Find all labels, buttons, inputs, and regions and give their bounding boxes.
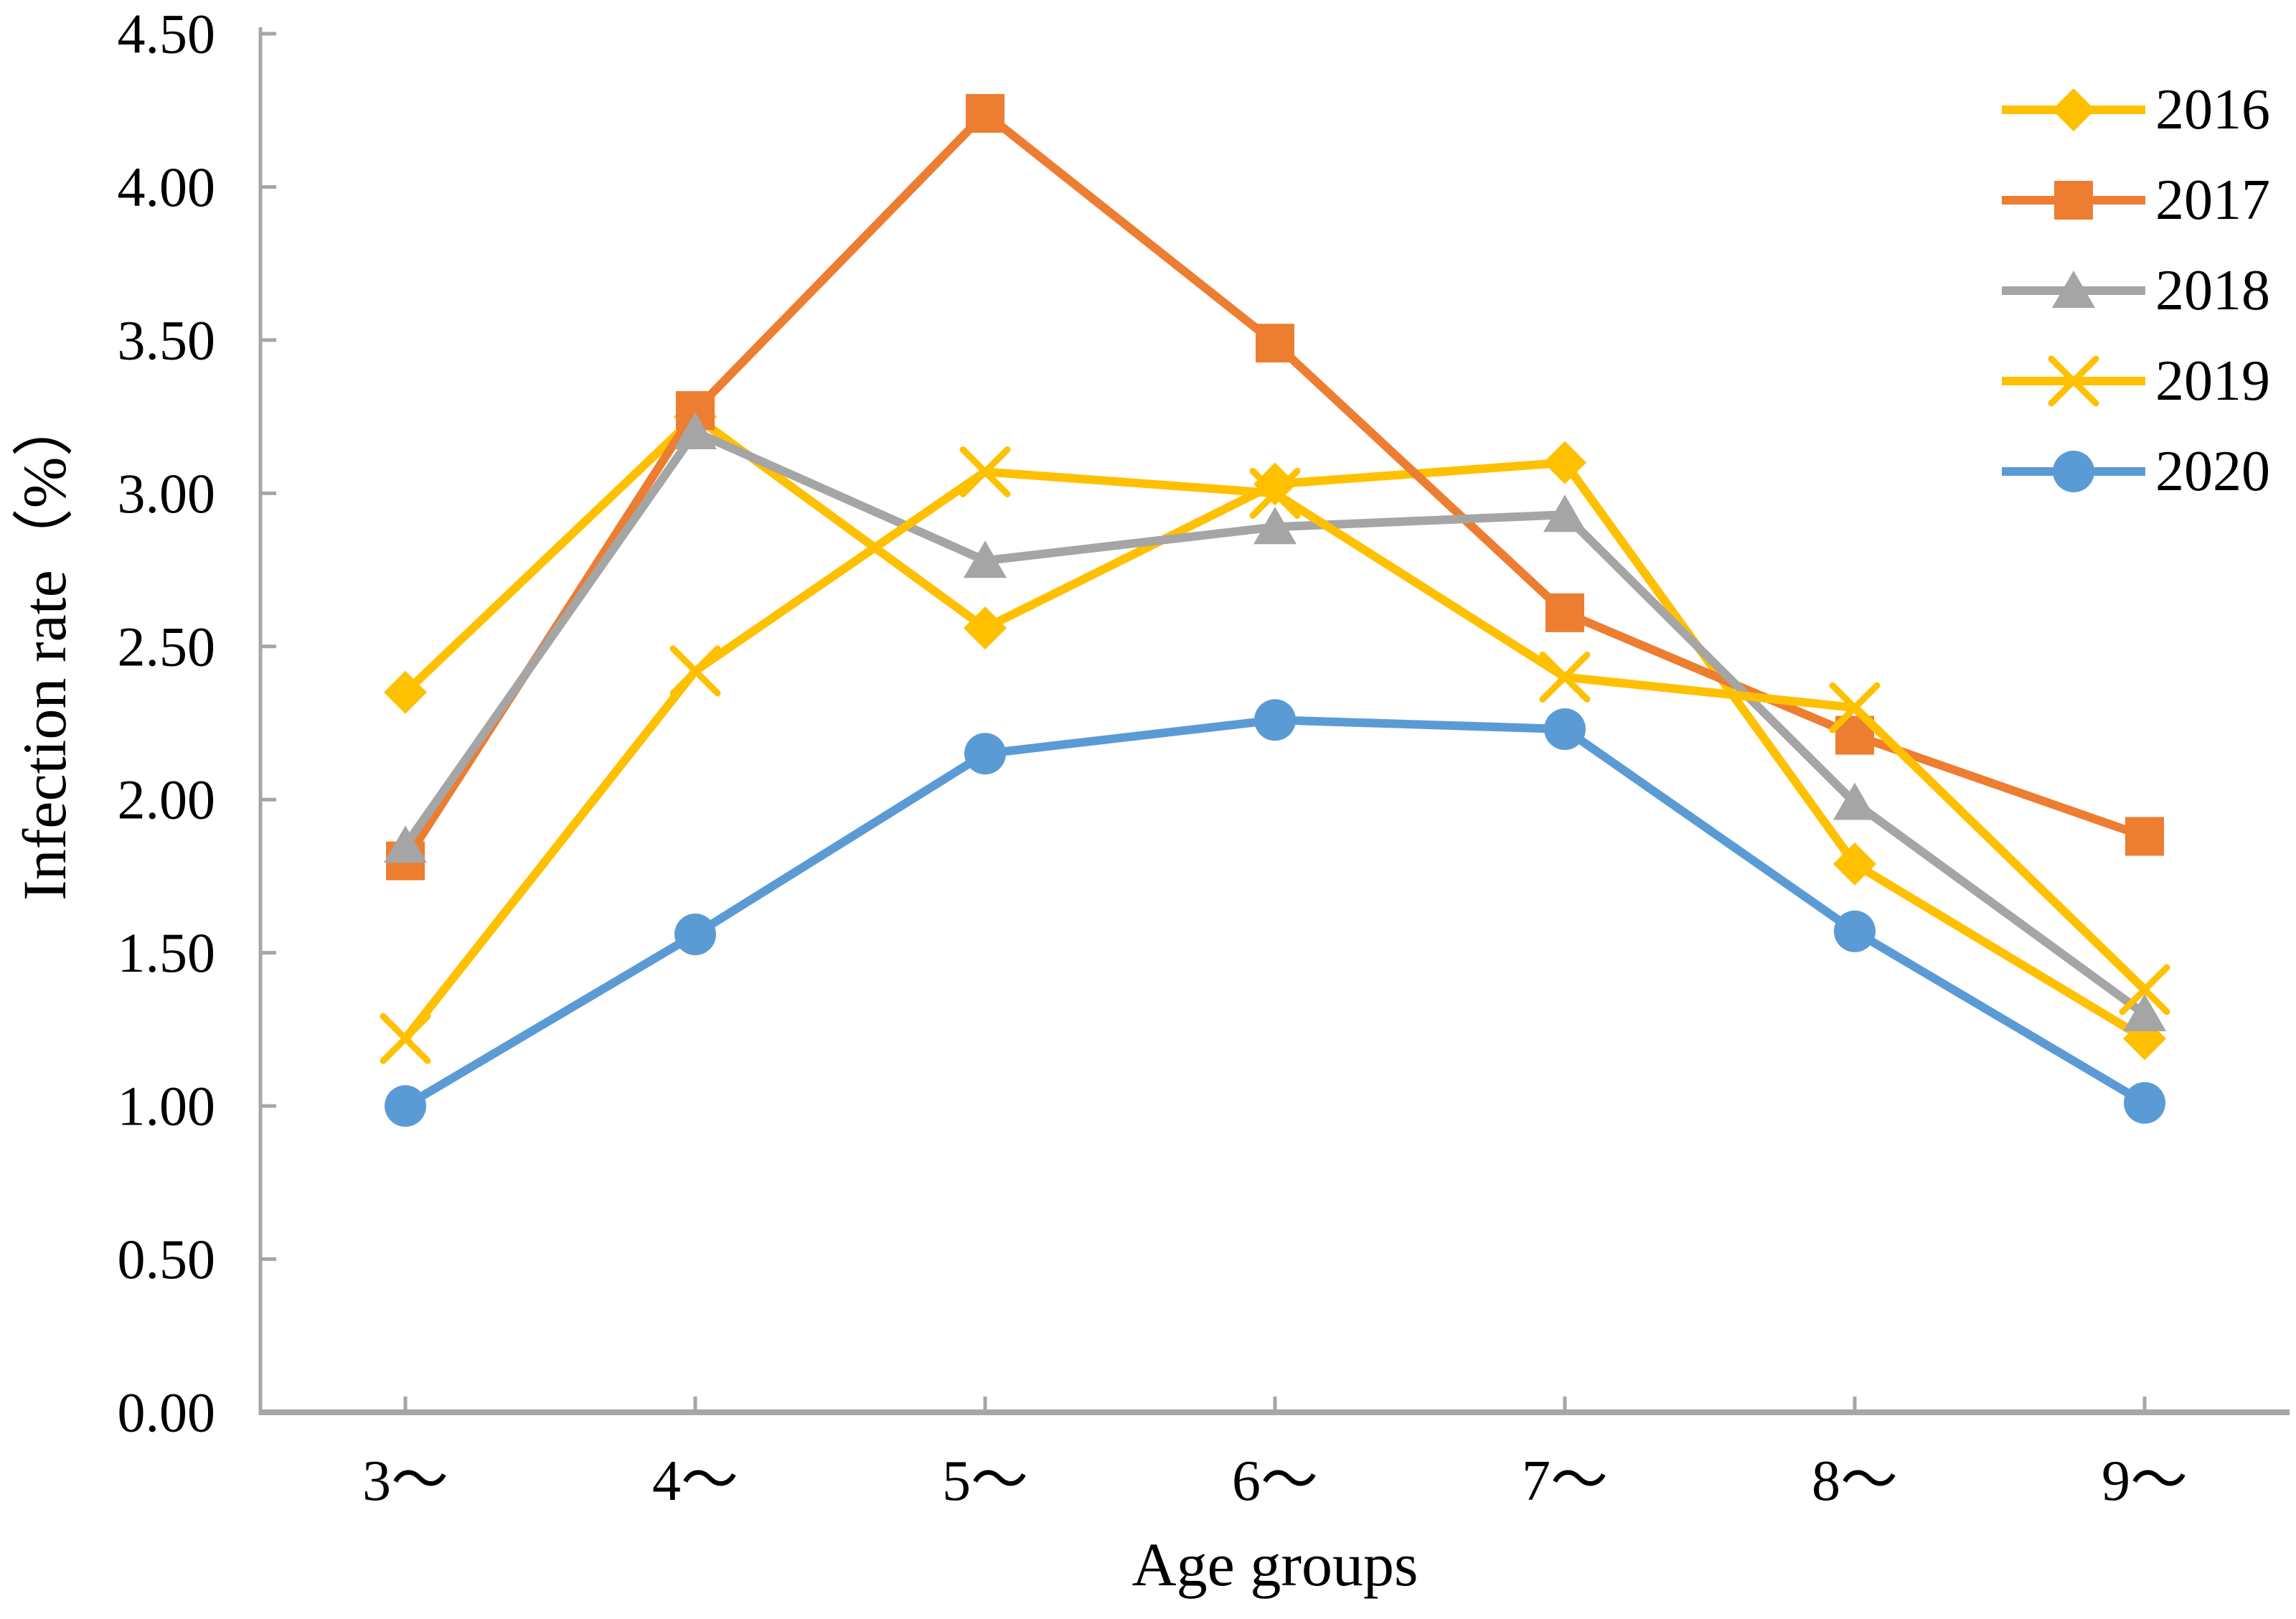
legend-label-2019: 2019: [2155, 349, 2270, 413]
marker-2020-4～: [674, 914, 716, 956]
legend-label-2016: 2016: [2155, 78, 2270, 141]
marker-2019-4～: [669, 645, 721, 697]
marker-2016-3～: [384, 670, 427, 714]
legend-label-2017: 2017: [2155, 169, 2270, 232]
legend-label-2018: 2018: [2155, 259, 2270, 322]
legend-marker-2019: [2048, 355, 2099, 407]
marker-2017-6～: [1256, 324, 1294, 363]
legend-marker-2016: [2052, 88, 2095, 131]
y-tick-label-4.50: 4.50: [118, 3, 216, 65]
legend-item-2018: 2018: [2002, 245, 2270, 336]
legend-key-2016: [2002, 88, 2145, 131]
marker-2020-5～: [964, 733, 1006, 775]
legend-marker-2018: [2052, 271, 2095, 308]
marker-2020-9～: [2124, 1081, 2165, 1124]
marker-2018-3～: [384, 825, 427, 863]
y-tick-label-1.50: 1.50: [118, 921, 216, 984]
marker-2018-9～: [2123, 994, 2166, 1032]
legend-key-2019: [2002, 355, 2145, 407]
y-tick-label-2.00: 2.00: [118, 769, 216, 831]
x-axis-title: Age groups: [1131, 1530, 1418, 1599]
y-tick-label-2.50: 2.50: [118, 615, 216, 677]
marker-2019-5～: [959, 446, 1011, 497]
y-tick-label-3.00: 3.00: [118, 462, 216, 525]
marker-2017-5～: [966, 93, 1004, 133]
marker-2017-9～: [2125, 817, 2164, 856]
marker-2020-6～: [1254, 699, 1296, 741]
series-2018: [384, 411, 2166, 1032]
marker-2019-9～: [2119, 964, 2170, 1015]
y-tick-label-1.00: 1.00: [118, 1075, 216, 1137]
series-2017: [386, 93, 2164, 881]
y-tick-label-0.50: 0.50: [118, 1228, 216, 1290]
x-category-label-4～: 4～: [652, 1450, 738, 1513]
legend-label-2020: 2020: [2155, 440, 2270, 503]
marker-2020-3～: [385, 1085, 426, 1127]
marker-2018-7～: [1543, 494, 1586, 532]
marker-2016-7～: [1543, 441, 1586, 484]
marker-2018-5～: [964, 540, 1007, 578]
marker-2019-7～: [1539, 651, 1591, 703]
x-category-label-7～: 7～: [1522, 1450, 1608, 1513]
legend-item-2016: 2016: [2002, 65, 2270, 155]
marker-2019-6～: [1249, 467, 1301, 519]
marker-2016-8～: [1833, 842, 1876, 886]
marker-2020-8～: [1834, 910, 1876, 952]
marker-2017-7～: [1545, 593, 1584, 632]
marker-2018-4～: [674, 411, 717, 449]
y-tick-label-3.50: 3.50: [118, 309, 216, 371]
legend-marker-2020: [2053, 451, 2094, 492]
x-category-label-8～: 8～: [1812, 1450, 1898, 1513]
marker-2020-7～: [1544, 708, 1586, 751]
x-category-label-9～: 9～: [2102, 1450, 2188, 1513]
marker-2018-8～: [1833, 782, 1876, 820]
legend-marker-2017: [2054, 181, 2093, 220]
x-category-label-3～: 3～: [362, 1450, 448, 1513]
series-2019: [380, 446, 2170, 1064]
x-category-label-5～: 5～: [942, 1450, 1028, 1513]
y-axis-title: Infection rate（%）: [10, 395, 79, 901]
legend-key-2017: [2002, 181, 2145, 220]
marker-2019-3～: [380, 1013, 431, 1064]
y-tick-label-0.00: 0.00: [118, 1381, 216, 1444]
legend: 2016 2017 2018 2019 2020: [2002, 65, 2270, 517]
legend-item-2017: 2017: [2002, 155, 2270, 245]
series-2020-line: [403, 715, 2147, 1110]
marker-2018-6～: [1253, 507, 1297, 545]
series-2020: [385, 699, 2165, 1127]
x-category-label-6～: 6～: [1232, 1450, 1318, 1513]
legend-item-2020: 2020: [2002, 426, 2270, 517]
legend-key-2020: [2002, 451, 2145, 492]
marker-2016-5～: [964, 606, 1007, 650]
legend-key-2018: [2002, 271, 2145, 308]
marker-2019-8～: [1829, 682, 1881, 733]
y-tick-label-4.00: 4.00: [118, 156, 216, 218]
legend-item-2019: 2019: [2002, 336, 2270, 426]
